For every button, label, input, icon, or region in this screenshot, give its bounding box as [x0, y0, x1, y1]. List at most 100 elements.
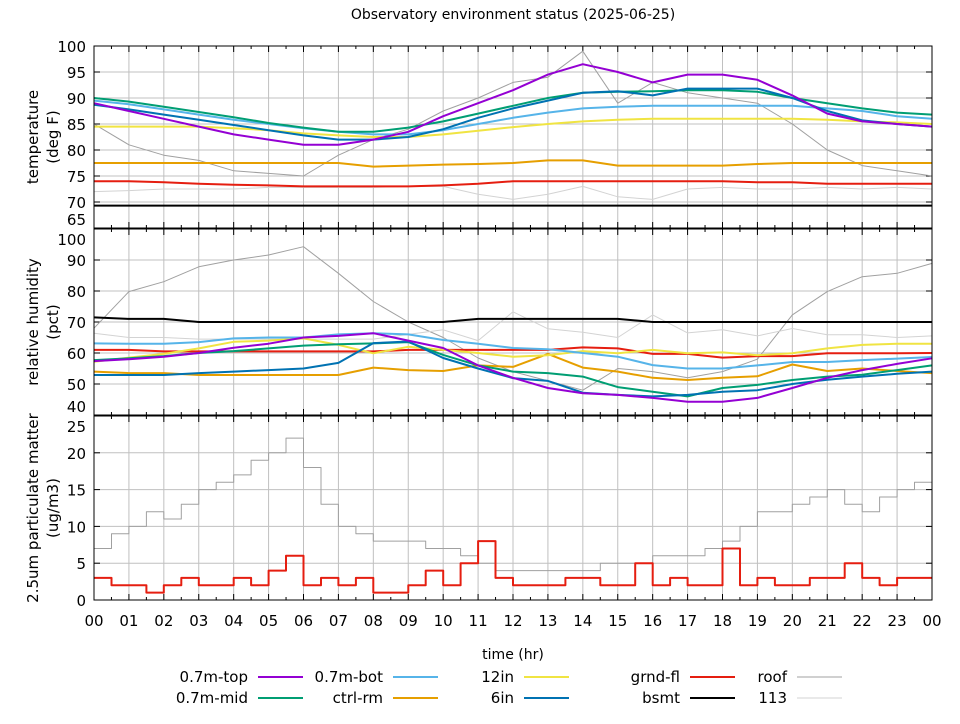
plot-border [93, 228, 933, 416]
y-tick-label: 60 [67, 345, 86, 363]
x-tick-label: 10 [434, 612, 453, 630]
x-tick-label: 00 [84, 612, 103, 630]
series-line-6in [93, 87, 933, 141]
y-tick-label: 70 [67, 194, 86, 212]
plot-border [93, 45, 933, 229]
y-tick-label: 95 [67, 64, 86, 82]
y-axis-label: relative humidity [24, 258, 42, 386]
legend-label: bsmt [642, 689, 680, 707]
x-tick-label: 23 [888, 612, 907, 630]
legend-label: roof [758, 668, 788, 686]
legend-label: 0.7m-bot [315, 668, 384, 686]
legend-item-113: 113 [758, 689, 842, 707]
y-tick-label: 5 [76, 555, 86, 573]
x-tick-label: 18 [713, 612, 732, 630]
x-tick-label: 21 [818, 612, 837, 630]
y-tick-label: 70 [67, 314, 86, 332]
legend-item-0.7m-top: 0.7m-top [180, 668, 303, 686]
series-line-113 [93, 185, 933, 200]
x-tick-label: 19 [748, 612, 767, 630]
y-tick-label: 50 [67, 376, 86, 394]
x-tick-label: 22 [853, 612, 872, 630]
x-tick-label: 15 [608, 612, 627, 630]
y-tick-label: 85 [67, 116, 86, 134]
series-line-roof [94, 437, 933, 572]
y-tick-label: 90 [67, 252, 86, 270]
x-tick-label: 01 [119, 612, 138, 630]
x-tick-label: 13 [538, 612, 557, 630]
x-tick-label: 09 [399, 612, 418, 630]
x-tick-label: 12 [503, 612, 522, 630]
y-tick-label: 20 [67, 445, 86, 463]
series-line-0.7m-mid [93, 341, 933, 398]
x-tick-label: 02 [154, 612, 173, 630]
y-tick-label: 90 [67, 90, 86, 108]
panel-2: 0 5 10 15 20 25 2.5um particulate matter (ug/m3… [24, 412, 933, 610]
y-axis-label: 2.5um particulate matter [24, 412, 42, 602]
legend-label: 113 [758, 689, 787, 707]
x-tick-label: 17 [678, 612, 697, 630]
y-axis-label: (ug/m3) [44, 478, 62, 538]
legend-item-6in: 6in [491, 689, 569, 707]
series-line-bsmt [93, 316, 932, 323]
series-line-0.7m-bot [93, 99, 933, 136]
y-tick-label: 40 [67, 398, 86, 416]
y-axis-label: temperature [24, 90, 42, 184]
legend-label: 0.7m-top [180, 668, 248, 686]
x-tick-labels: 00 01 02 03 04 05 06 07 08 09 10 11 12 13 14 15 16 17 18 19… [84, 612, 941, 630]
x-tick-label: 06 [294, 612, 313, 630]
x-tick-label: 07 [329, 612, 348, 630]
x-tick-label: 08 [364, 612, 383, 630]
panel-1: 40 50 60 70 80 90 100 relative humidity (pct) [24, 228, 933, 416]
x-tick-label: 11 [469, 612, 488, 630]
x-tick-label: 00 [922, 612, 941, 630]
y-tick-label: 65 [67, 211, 86, 229]
chart-title: Observatory environment status (2025-06-… [351, 7, 675, 23]
y-tick-label: 15 [67, 482, 86, 500]
series-line-ctrl-rm [93, 352, 933, 381]
x-tick-label: 03 [189, 612, 208, 630]
legend-label: 0.7m-mid [176, 689, 248, 707]
y-tick-label: 75 [67, 168, 86, 186]
series-line-grnd-fl [94, 540, 932, 594]
legend-item-grnd-fl: grnd-fl [631, 668, 735, 686]
series-line-0.7m-bot [93, 332, 933, 370]
x-tick-label: 14 [573, 612, 592, 630]
series-line-roof [93, 50, 933, 177]
y-tick-label: 100 [57, 231, 86, 249]
series-line-12in [94, 117, 933, 138]
legend-label: 12in [481, 668, 514, 686]
legend-item-ctrl-rm: ctrl-rm [333, 689, 438, 707]
y-tick-label: 10 [67, 518, 86, 536]
legend-item-0.7m-mid: 0.7m-mid [176, 689, 303, 707]
x-tick-label: 05 [259, 612, 278, 630]
y-tick-label: 25 [67, 418, 86, 436]
legend-item-12in: 12in [481, 668, 569, 686]
series-line-0.7m-top [93, 332, 933, 403]
series-line-ctrl-rm [94, 159, 932, 168]
legend-item-roof: roof [758, 668, 842, 686]
y-axis-label: (deg F) [44, 110, 62, 163]
x-tick-label: 16 [643, 612, 662, 630]
series-line-grnd-fl [94, 180, 932, 188]
y-axis-label: (pct) [44, 304, 62, 339]
legend-item-bsmt: bsmt [642, 689, 735, 707]
legend-label: ctrl-rm [333, 689, 383, 707]
legend-label: 6in [491, 689, 514, 707]
x-tick-label: 20 [783, 612, 802, 630]
y-tick-label: 80 [67, 142, 86, 160]
legend-label: grnd-fl [631, 668, 680, 686]
series-line-0.7m-top [93, 63, 933, 146]
series-line-12in [93, 337, 932, 363]
y-tick-label: 0 [76, 592, 86, 610]
x-axis-label: time (hr) [482, 647, 544, 663]
y-tick-label: 100 [57, 38, 86, 56]
legend: 0.7m-top 0.7m-mid 0.7m-bot ctrl-rm 12in 6in gr… [176, 668, 842, 707]
y-tick-label: 80 [67, 283, 86, 301]
legend-item-0.7m-bot: 0.7m-bot [315, 668, 438, 686]
plot-border [93, 415, 933, 601]
x-tick-label: 04 [224, 612, 243, 630]
